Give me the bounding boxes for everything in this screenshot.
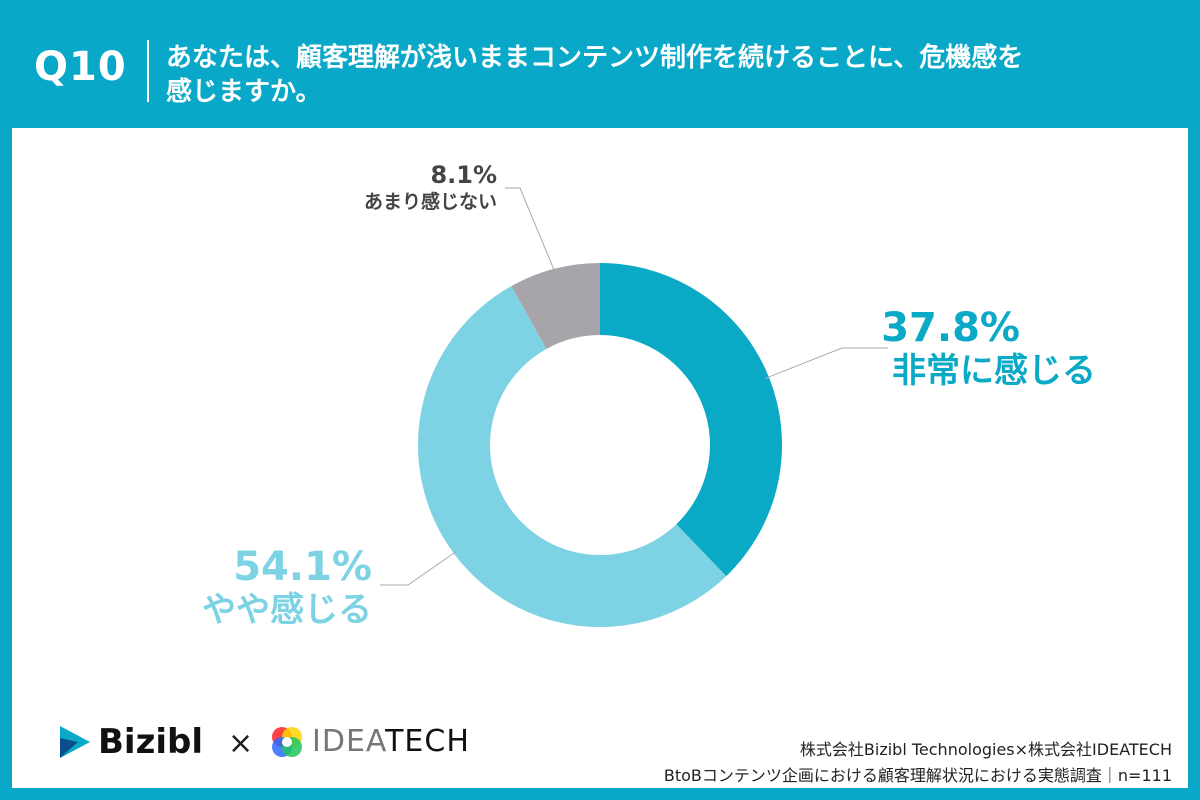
- leader-line-0: [764, 347, 888, 379]
- slice-label-category-very: 非常に感じる: [892, 351, 1096, 391]
- leader-lines: [380, 187, 888, 586]
- slice-label-value-somewhat: 54.1%: [233, 544, 372, 590]
- collab-times: ×: [228, 726, 254, 761]
- header-divider: [147, 40, 149, 102]
- donut-slice-1: [417, 286, 727, 628]
- bizibl-wordmark: Bizibl: [98, 722, 204, 762]
- ideatech-color-wheel-icon: [272, 726, 302, 757]
- ideatech-logo: IDEATECH: [270, 724, 470, 759]
- content-card: [12, 128, 1188, 788]
- question-header: Q10 あなたは、顧客理解が浅いままコンテンツ制作を続けることに、危機感を 感じ…: [0, 0, 1200, 128]
- donut-slice-0: [600, 263, 782, 577]
- slice-label-category-rarely: あまり感じない: [364, 190, 497, 213]
- slice-label-value-very: 37.8%: [881, 305, 1020, 351]
- question-text: あなたは、顧客理解が浅いままコンテンツ制作を続けることに、危機感を 感じますか。: [166, 41, 1066, 109]
- question-line-1: あなたは、顧客理解が浅いままコンテンツ制作を続けることに、危機感を: [166, 43, 1024, 73]
- donut-slice-2: [511, 263, 600, 349]
- leader-line-1: [380, 550, 458, 586]
- leader-line-2: [505, 187, 556, 273]
- donut-slices: [417, 263, 782, 628]
- bizibl-logo: Bizibl: [56, 722, 203, 762]
- credit-line-1: 株式会社Bizibl Technologies×株式会社IDEATECH: [799, 740, 1172, 759]
- credit-line-2: BtoBコンテンツ企画における顧客理解状況における実態調査｜n=111: [663, 766, 1172, 785]
- slice-label-value-rarely: 8.1%: [430, 161, 497, 189]
- ideatech-wordmark: IDEATECH: [312, 724, 470, 759]
- slice-label-category-somewhat: やや感じる: [202, 590, 372, 630]
- question-line-2: 感じますか。: [166, 77, 322, 107]
- question-number: Q10: [34, 44, 127, 90]
- bizibl-play-icon: [60, 726, 90, 758]
